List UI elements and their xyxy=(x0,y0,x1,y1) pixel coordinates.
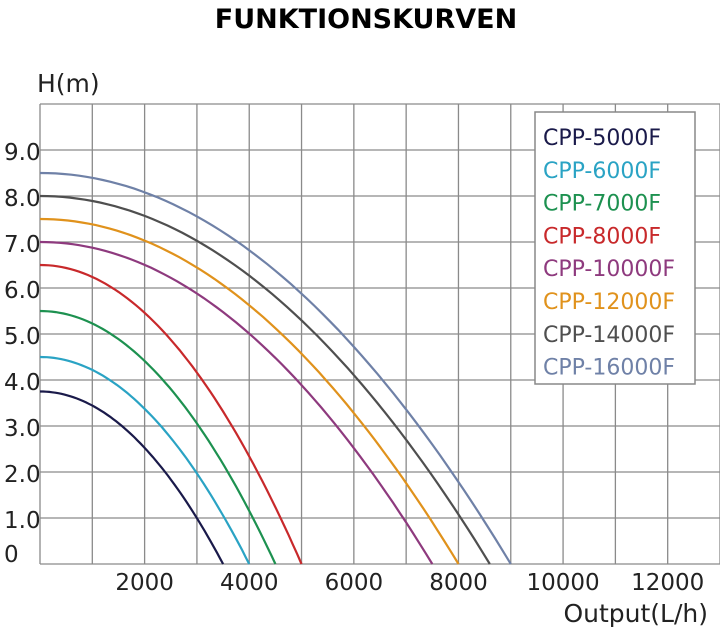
legend-entry: CPP-12000F xyxy=(543,290,675,315)
y-tick-label: 2.0 xyxy=(4,462,41,488)
legend-entry: CPP-16000F xyxy=(543,356,675,381)
y-tick-label: 7.0 xyxy=(4,232,41,258)
legend-entry: CPP-8000F xyxy=(543,224,661,249)
legend: CPP-5000F CPP-6000F CPP-7000F CPP-8000F CPP-… xyxy=(534,111,696,385)
series-line-cpp-12000f xyxy=(39,217,460,565)
x-tick-label: 8000 xyxy=(429,570,488,596)
series-line-cpp-5000f xyxy=(40,390,225,565)
legend-entry: CPP-5000F xyxy=(543,126,661,151)
series-line-cpp-8000f xyxy=(39,263,303,565)
y-tick-label: 6.0 xyxy=(4,278,41,304)
x-tick-label: 2000 xyxy=(115,570,174,596)
legend-entry: CPP-6000F xyxy=(543,159,661,184)
series-curves xyxy=(39,171,512,565)
legend-box xyxy=(534,111,696,385)
x-tick-label: 4000 xyxy=(220,570,279,596)
y-tick-label: 1.0 xyxy=(4,508,41,534)
y-tick-labels: 0 1.0 2.0 3.0 4.0 5.0 6.0 7.0 8.0 9.0 xyxy=(4,140,41,568)
y-tick-label: 0 xyxy=(4,542,19,568)
series-line-cpp-7000f xyxy=(39,309,277,565)
x-axis-label: Output(L/h) xyxy=(563,599,708,628)
series-line-cpp-6000f xyxy=(39,355,251,565)
y-tick-label: 8.0 xyxy=(4,186,41,212)
y-axis-label: H(m) xyxy=(37,69,100,98)
x-tick-label: 12000 xyxy=(631,570,704,596)
y-tick-label: 3.0 xyxy=(4,416,41,442)
series-line-cpp-14000f xyxy=(39,194,491,565)
x-tick-label: 10000 xyxy=(526,570,599,596)
series-line-cpp-16000f xyxy=(39,171,512,565)
y-tick-label: 9.0 xyxy=(4,140,41,166)
legend-entry: CPP-14000F xyxy=(543,323,675,348)
legend-entry: CPP-7000F xyxy=(543,192,661,217)
legend-entry: CPP-10000F xyxy=(543,257,675,282)
y-tick-label: 4.0 xyxy=(4,370,41,396)
x-tick-label: 6000 xyxy=(325,570,384,596)
series-line-cpp-10000f xyxy=(39,240,434,565)
chart-title: FUNKTIONSKURVEN xyxy=(215,4,517,35)
y-tick-label: 5.0 xyxy=(4,324,41,350)
x-tick-labels: 2000 4000 6000 8000 10000 12000 xyxy=(115,570,704,596)
